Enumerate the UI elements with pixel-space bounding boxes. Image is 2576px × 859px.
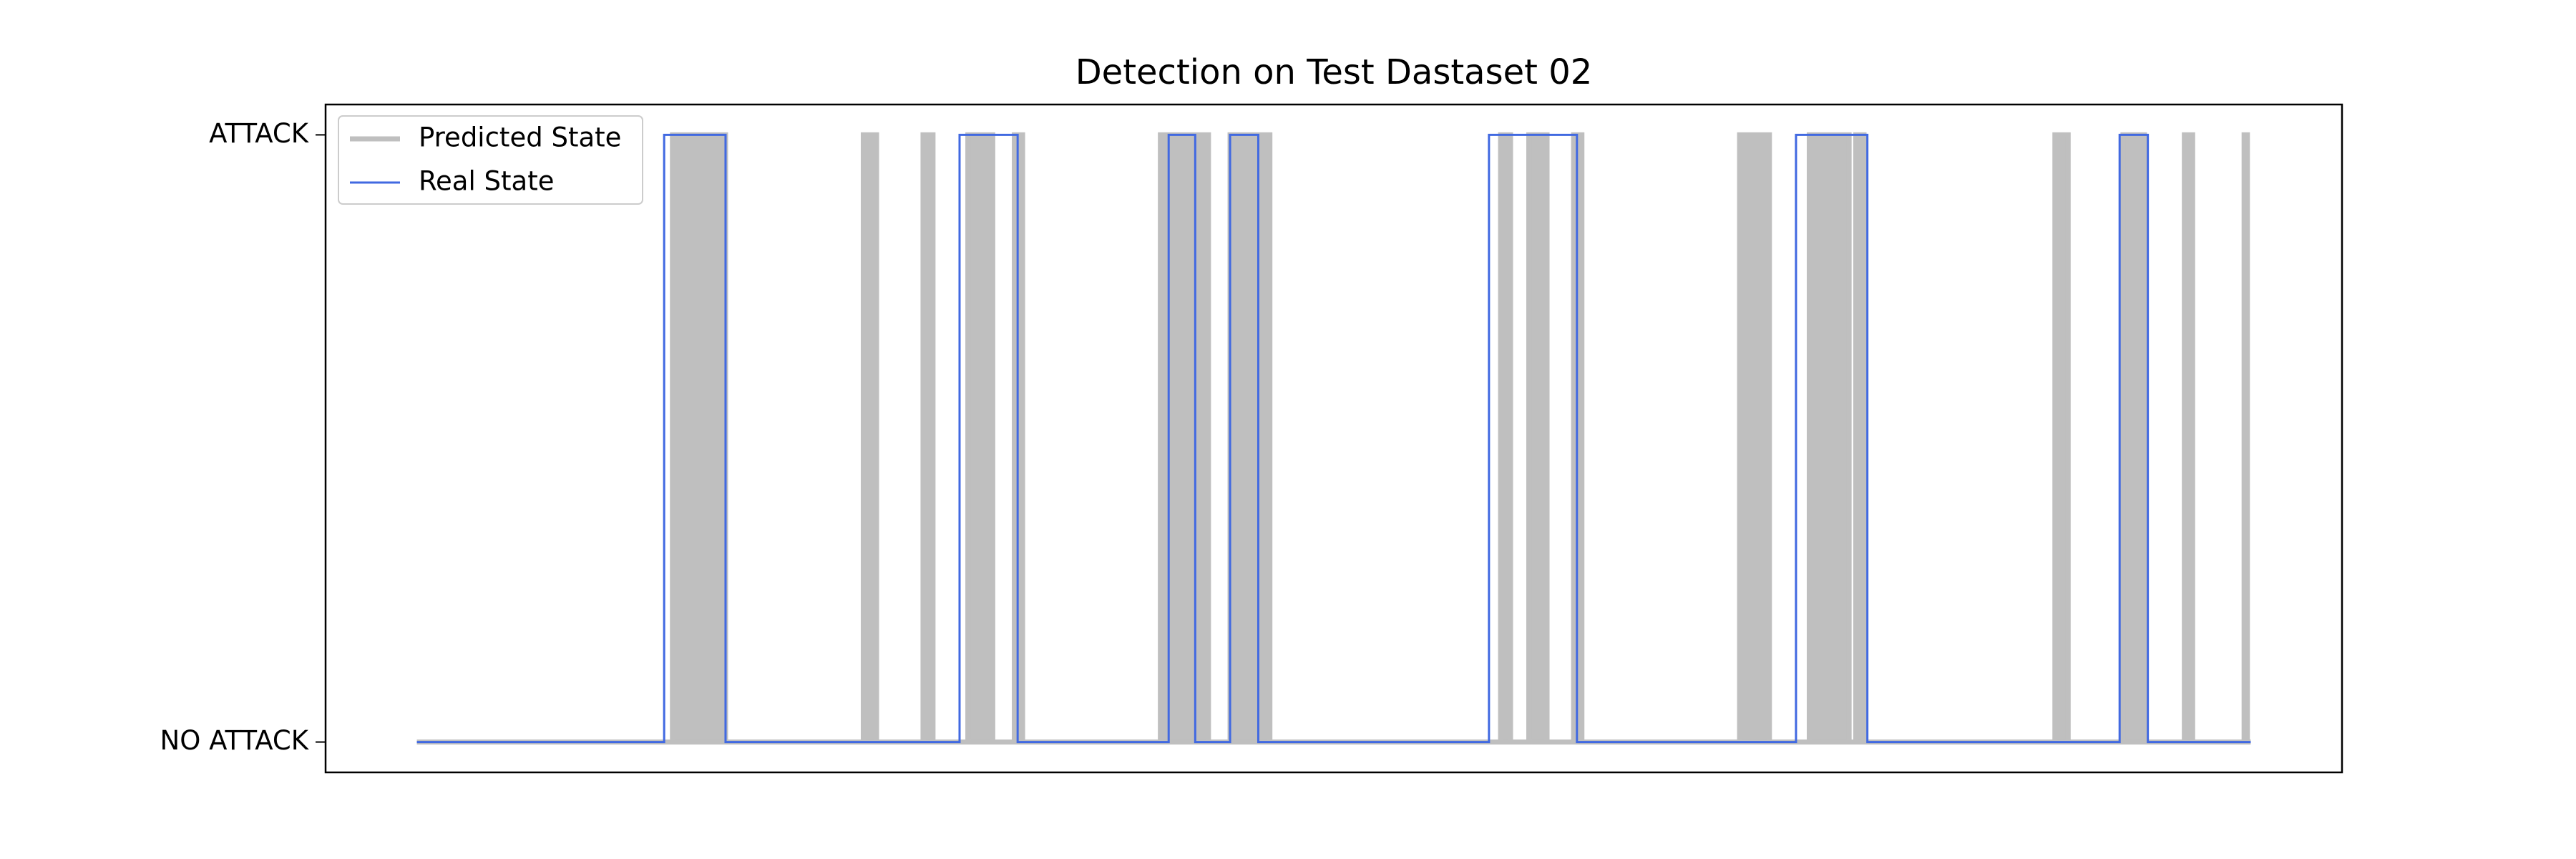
legend-label: Predicted State — [419, 122, 621, 153]
chart-title: Detection on Test Dastaset 02 — [1075, 52, 1593, 92]
legend: Predicted State Real State — [338, 115, 643, 205]
y-tick-label: NO ATTACK — [160, 725, 310, 756]
series-line — [416, 133, 2251, 744]
series-line — [416, 132, 2251, 745]
legend-box — [338, 115, 643, 205]
y-tick-label: ATTACK — [209, 118, 310, 149]
plot-frame — [324, 103, 2343, 774]
legend-label: Real State — [419, 166, 554, 197]
